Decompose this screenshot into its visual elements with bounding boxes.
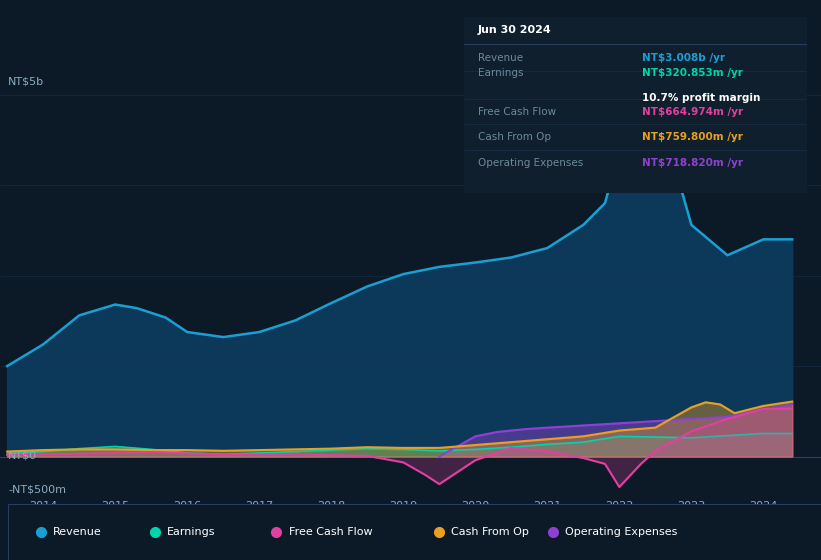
Text: 2015: 2015 — [101, 502, 129, 511]
Text: Cash From Op: Cash From Op — [452, 527, 529, 537]
Text: Earnings: Earnings — [167, 527, 215, 537]
Text: NT$0: NT$0 — [8, 451, 37, 461]
Text: 2016: 2016 — [173, 502, 201, 511]
Text: Operating Expenses: Operating Expenses — [565, 527, 677, 537]
Text: Jun 30 2024: Jun 30 2024 — [478, 25, 552, 35]
Text: 2024: 2024 — [750, 502, 777, 511]
Text: 2022: 2022 — [605, 502, 634, 511]
Text: 10.7% profit margin: 10.7% profit margin — [642, 92, 761, 102]
Text: Free Cash Flow: Free Cash Flow — [478, 106, 556, 116]
Text: Operating Expenses: Operating Expenses — [478, 158, 583, 168]
Text: NT$718.820m /yr: NT$718.820m /yr — [642, 158, 743, 168]
Text: 2014: 2014 — [29, 502, 57, 511]
Text: Revenue: Revenue — [478, 53, 523, 63]
Text: NT$5b: NT$5b — [8, 77, 44, 87]
Text: Cash From Op: Cash From Op — [478, 132, 551, 142]
Text: NT$320.853m /yr: NT$320.853m /yr — [642, 68, 743, 78]
Text: Earnings: Earnings — [478, 68, 523, 78]
Text: 2020: 2020 — [461, 502, 489, 511]
Text: 2019: 2019 — [389, 502, 417, 511]
Text: Free Cash Flow: Free Cash Flow — [289, 527, 372, 537]
Text: NT$759.800m /yr: NT$759.800m /yr — [642, 132, 743, 142]
Text: Revenue: Revenue — [53, 527, 102, 537]
Text: 2021: 2021 — [533, 502, 562, 511]
Text: -NT$500m: -NT$500m — [8, 484, 67, 494]
Text: NT$3.008b /yr: NT$3.008b /yr — [642, 53, 725, 63]
Text: 2017: 2017 — [245, 502, 273, 511]
Text: 2023: 2023 — [677, 502, 705, 511]
Text: 2018: 2018 — [317, 502, 346, 511]
Text: NT$664.974m /yr: NT$664.974m /yr — [642, 106, 744, 116]
